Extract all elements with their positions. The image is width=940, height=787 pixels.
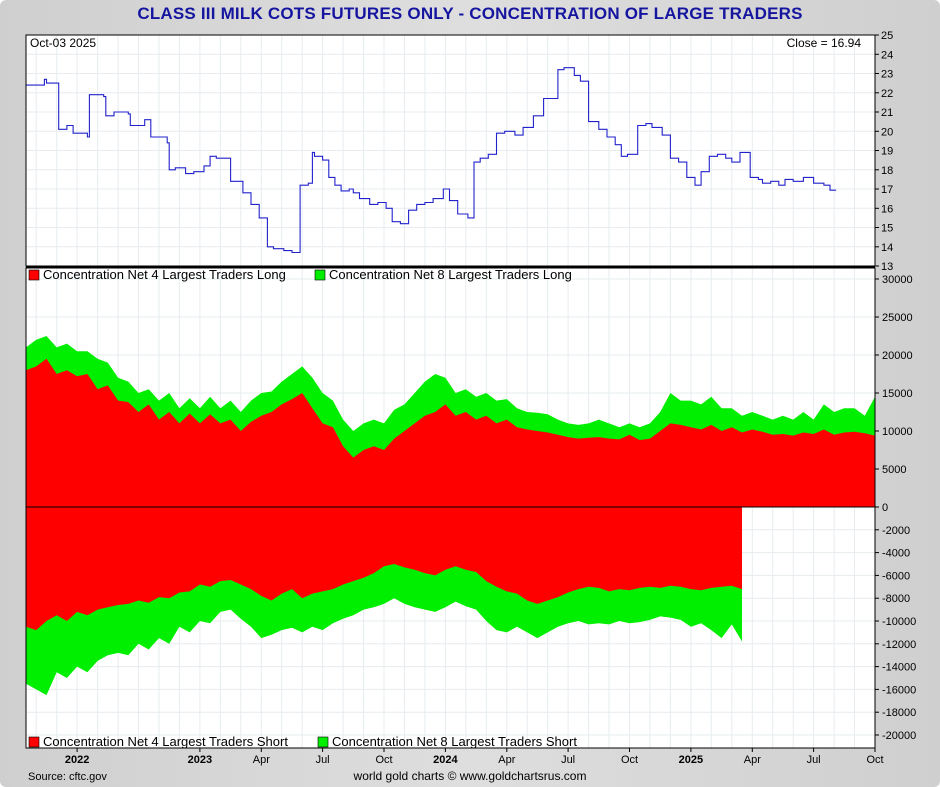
legend-net4-short-swatch [28,736,40,748]
concentration-y-tick-label: 15000 [882,388,913,400]
x-tick-label: Apr [498,754,515,766]
close-label: Close = 16.94 [787,36,862,50]
price-y-tick-label: 18 [881,165,893,177]
x-tick-label: 2024 [433,754,458,766]
price-y-tick-label: 19 [881,146,893,158]
concentration-areas [26,336,875,696]
concentration-y-tick-label: -20000 [882,730,916,742]
chart-title: CLASS III MILK COTS FUTURES ONLY - CONCE… [137,4,803,23]
concentration-y-tick-label: 25000 [882,312,913,324]
concentration-panel-border [25,267,876,749]
x-tick-label: Oct [866,754,883,766]
concentration-y-tick-label: -14000 [882,662,916,674]
x-tick-label: Jul [316,754,330,766]
legend-net4-long-label: Concentration Net 4 Largest Traders Long [43,267,286,282]
concentration-y-tick-label: 10000 [882,426,913,438]
legend-net8-long-label: Concentration Net 8 Largest Traders Long [329,267,572,282]
price-y-tick-label: 21 [881,107,893,119]
price-y-tick-label: 15 [881,223,893,235]
price-y-tick-label: 20 [881,126,893,138]
date-label: Oct-03 2025 [30,36,96,50]
x-tick-label: Jul [807,754,821,766]
price-y-tick-label: 13 [881,261,893,273]
labels: Oct-03 2025 Close = 16.94 Source: cftc.g… [28,36,861,783]
price-y-tick-label: 17 [881,184,893,196]
x-tick-label: 2023 [188,754,212,766]
concentration-y-tick-label: -12000 [882,639,916,651]
concentration-y-tick-label: 5000 [882,464,906,476]
price-y-tick-label: 24 [881,49,893,61]
area-net4-short [26,507,742,631]
legend: Concentration Net 4 Largest Traders Long… [28,267,577,749]
x-tick-label: 2022 [65,754,89,766]
legend-net4-short-label: Concentration Net 4 Largest Traders Shor… [43,734,288,749]
legend-net8-short-swatch [317,736,329,748]
legend-net8-long-swatch [314,269,326,281]
x-tick-label: Apr [744,754,761,766]
x-tick-label: 2025 [679,754,703,766]
x-tick-label: Oct [375,754,392,766]
concentration-y-tick-label: 0 [882,502,888,514]
price-y-tick-label: 22 [881,88,893,100]
axes: 13141516171819202122232425-20000-18000-1… [25,30,916,766]
concentration-y-tick-label: -18000 [882,707,916,719]
source-label: Source: cftc.gov [28,771,107,783]
concentration-y-tick-label: -16000 [882,684,916,696]
price-line [26,67,837,254]
x-tick-label: Jul [561,754,575,766]
price-line-group [26,67,837,254]
concentration-y-tick-label: -8000 [882,593,910,605]
price-y-tick-label: 25 [881,30,893,42]
legend-net8-short-label: Concentration Net 8 Largest Traders Shor… [332,734,577,749]
credit-label: world gold charts © www.goldchartsrus.co… [353,769,587,783]
concentration-y-tick-label: 20000 [882,350,913,362]
concentration-y-tick-label: -2000 [882,525,910,537]
x-tick-label: Oct [621,754,638,766]
legend-net4-long-swatch [28,269,40,281]
concentration-y-tick-label: -10000 [882,616,916,628]
price-y-tick-label: 16 [881,203,893,215]
area-net4-long [26,358,875,507]
concentration-y-tick-label: -4000 [882,548,910,560]
concentration-y-tick-label: 30000 [882,274,913,286]
price-y-tick-label: 14 [881,242,893,254]
price-y-tick-label: 23 [881,69,893,81]
concentration-y-tick-label: -6000 [882,570,910,582]
x-tick-label: Apr [253,754,270,766]
